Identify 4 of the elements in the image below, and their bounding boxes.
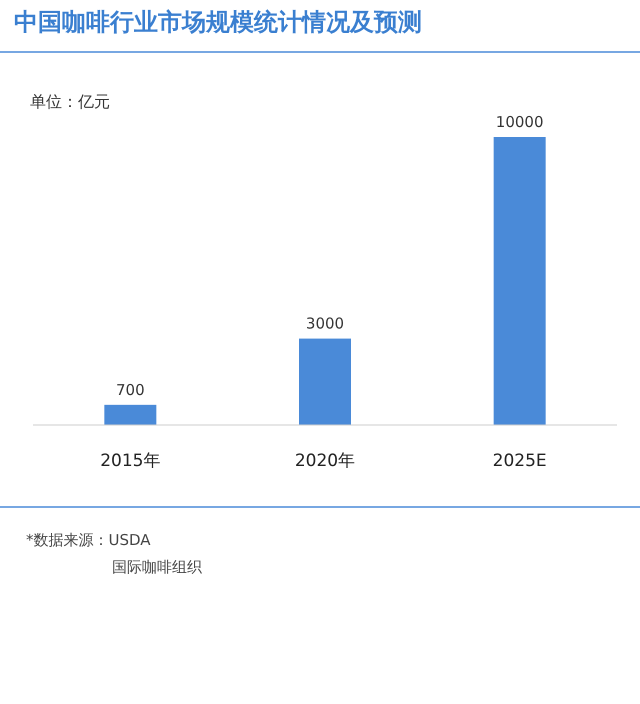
annotation: *数据来源：USDA xyxy=(26,531,151,549)
annotation: 国际咖啡组织 xyxy=(112,558,202,576)
ylabel: 单位：亿元 xyxy=(30,92,110,111)
title: 中国咖啡行业市场规模统计情况及预测 xyxy=(14,8,422,36)
